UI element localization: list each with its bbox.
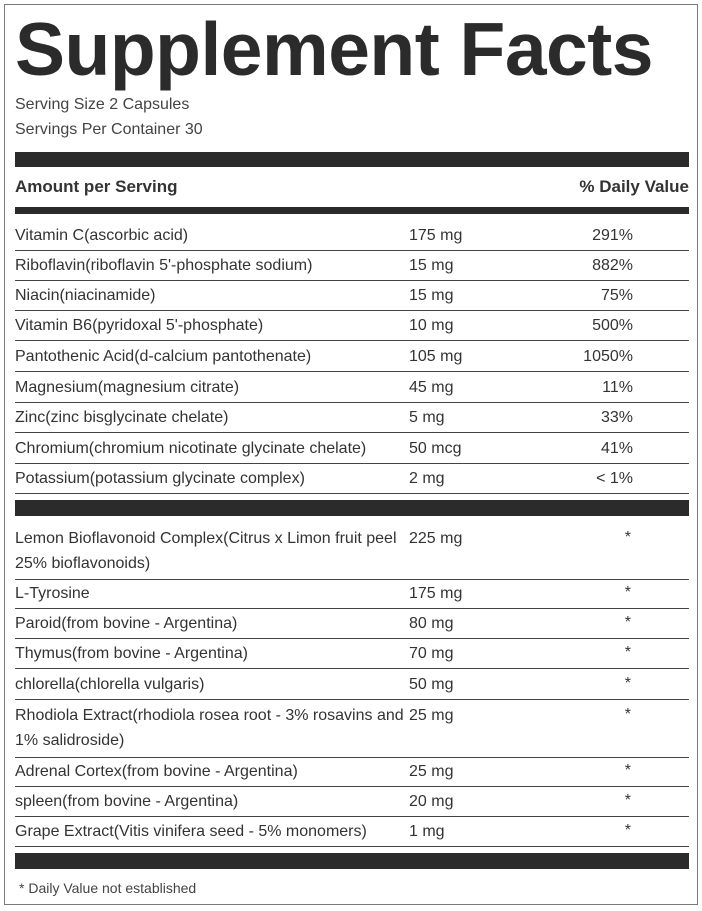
page-title: Supplement Facts: [15, 7, 653, 91]
nutrient-name: Niacin(niacinamide): [15, 287, 156, 304]
nutrient-daily-value: *: [624, 529, 631, 546]
servings-per-container: Servings Per Container 30: [15, 121, 203, 138]
nutrient-row: Vitamin C(ascorbic acid) 175 mg 291%: [15, 223, 689, 251]
nutrient-row: Chromium(chromium nicotinate glycinate c…: [15, 436, 689, 464]
nutrient-row: Paroid(from bovine - Argentina) 80 mg *: [15, 611, 689, 639]
nutrient-row: Riboflavin(riboflavin 5'-phosphate sodiu…: [15, 253, 689, 281]
serving-size: Serving Size 2 Capsules: [15, 96, 190, 113]
nutrient-name: Potassium(potassium glycinate complex): [15, 470, 305, 487]
nutrient-daily-value: *: [624, 675, 631, 692]
nutrient-daily-value: *: [624, 762, 631, 779]
nutrient-amount: 50 mg: [409, 676, 454, 693]
nutrient-row: Potassium(potassium glycinate complex) 2 …: [15, 466, 689, 494]
nutrient-daily-value: *: [624, 706, 631, 723]
nutrient-amount: 20 mg: [409, 793, 454, 810]
nutrient-amount: 225 mg: [409, 530, 463, 547]
amount-per-serving-header: Amount per Serving: [15, 177, 178, 196]
nutrient-amount: 2 mg: [409, 470, 445, 487]
nutrient-name: spleen(from bovine - Argentina): [15, 793, 239, 810]
nutrient-amount: 105 mg: [409, 348, 463, 365]
nutrient-daily-value: 33%: [600, 409, 633, 426]
nutrient-row: Adrenal Cortex(from bovine - Argentina) 2…: [15, 759, 689, 787]
nutrient-row: Magnesium(magnesium citrate) 45 mg 11%: [15, 375, 689, 403]
thick-divider: [15, 500, 689, 516]
thick-divider: [15, 152, 689, 167]
nutrient-row: Vitamin B6(pyridoxal 5'-phosphate) 10 mg 5…: [15, 313, 689, 341]
nutrient-name: Adrenal Cortex(from bovine - Argentina): [15, 763, 298, 780]
nutrient-amount: 175 mg: [409, 585, 463, 602]
nutrient-daily-value: 1050%: [583, 348, 633, 365]
nutrient-amount: 70 mg: [409, 645, 454, 662]
supplement-facts-panel: [4, 4, 698, 905]
nutrient-daily-value: 11%: [602, 379, 633, 396]
nutrient-amount: 1 mg: [409, 823, 445, 840]
nutrient-daily-value: *: [624, 822, 631, 839]
nutrient-daily-value: 41%: [600, 440, 633, 457]
nutrient-name: Magnesium(magnesium citrate): [15, 379, 240, 396]
nutrient-daily-value: 500%: [592, 317, 633, 334]
nutrient-name: L-Tyrosine: [15, 585, 90, 602]
nutrient-amount: 175 mg: [409, 227, 463, 244]
nutrient-name: Zinc(zinc bisglycinate chelate): [15, 409, 229, 426]
nutrient-amount: 5 mg: [409, 409, 445, 426]
nutrient-row: spleen(from bovine - Argentina) 20 mg *: [15, 789, 689, 817]
nutrient-row: Pantothenic Acid(d-calcium pantothenate)…: [15, 344, 689, 372]
medium-divider: [15, 207, 689, 214]
footnote: * Daily Value not established: [19, 880, 197, 896]
nutrient-daily-value: *: [624, 584, 631, 601]
nutrient-daily-value: < 1%: [596, 470, 633, 487]
nutrient-daily-value: *: [624, 644, 631, 661]
nutrient-name: chlorella(chlorella vulgaris): [15, 676, 205, 693]
nutrient-amount: 80 mg: [409, 615, 454, 632]
nutrient-row: Lemon Bioflavonoid Complex(Citrus x Limo…: [15, 526, 689, 580]
nutrient-name: Chromium(chromium nicotinate glycinate c…: [15, 440, 367, 457]
nutrient-row: Niacin(niacinamide) 15 mg 75%: [15, 283, 689, 311]
nutrient-row: Thymus(from bovine - Argentina) 70 mg *: [15, 641, 689, 669]
nutrient-name: Rhodiola Extract(rhodiola rosea root - 3…: [15, 707, 404, 749]
daily-value-header: % Daily Value: [579, 177, 689, 196]
nutrient-row: Zinc(zinc bisglycinate chelate) 5 mg 33%: [15, 405, 689, 433]
nutrient-amount: 50 mcg: [409, 440, 462, 457]
nutrient-daily-value: *: [624, 792, 631, 809]
nutrient-daily-value: 291%: [592, 227, 633, 244]
nutrient-row: Grape Extract(Vitis vinifera seed - 5% m…: [15, 819, 689, 847]
nutrient-row: L-Tyrosine 175 mg *: [15, 581, 689, 609]
nutrient-name: Vitamin C(ascorbic acid): [15, 227, 189, 244]
nutrient-daily-value: *: [624, 614, 631, 631]
nutrient-amount: 15 mg: [409, 287, 454, 304]
nutrient-daily-value: 882%: [592, 257, 633, 274]
nutrient-amount: 45 mg: [409, 379, 454, 396]
nutrient-name: Pantothenic Acid(d-calcium pantothenate): [15, 348, 312, 365]
nutrient-amount: 10 mg: [409, 317, 454, 334]
nutrient-name: Grape Extract(Vitis vinifera seed - 5% m…: [15, 823, 367, 840]
nutrient-row: Rhodiola Extract(rhodiola rosea root - 3…: [15, 703, 689, 758]
thick-divider: [15, 853, 689, 869]
nutrient-amount: 25 mg: [409, 763, 454, 780]
nutrient-amount: 25 mg: [409, 707, 454, 724]
nutrient-row: chlorella(chlorella vulgaris) 50 mg *: [15, 672, 689, 700]
nutrient-name: Paroid(from bovine - Argentina): [15, 615, 238, 632]
nutrient-name: Riboflavin(riboflavin 5'-phosphate sodiu…: [15, 257, 313, 274]
nutrient-name: Thymus(from bovine - Argentina): [15, 645, 248, 662]
nutrient-name: Lemon Bioflavonoid Complex(Citrus x Limo…: [15, 530, 397, 572]
nutrient-amount: 15 mg: [409, 257, 454, 274]
nutrient-name: Vitamin B6(pyridoxal 5'-phosphate): [15, 317, 264, 334]
nutrient-daily-value: 75%: [600, 287, 633, 304]
